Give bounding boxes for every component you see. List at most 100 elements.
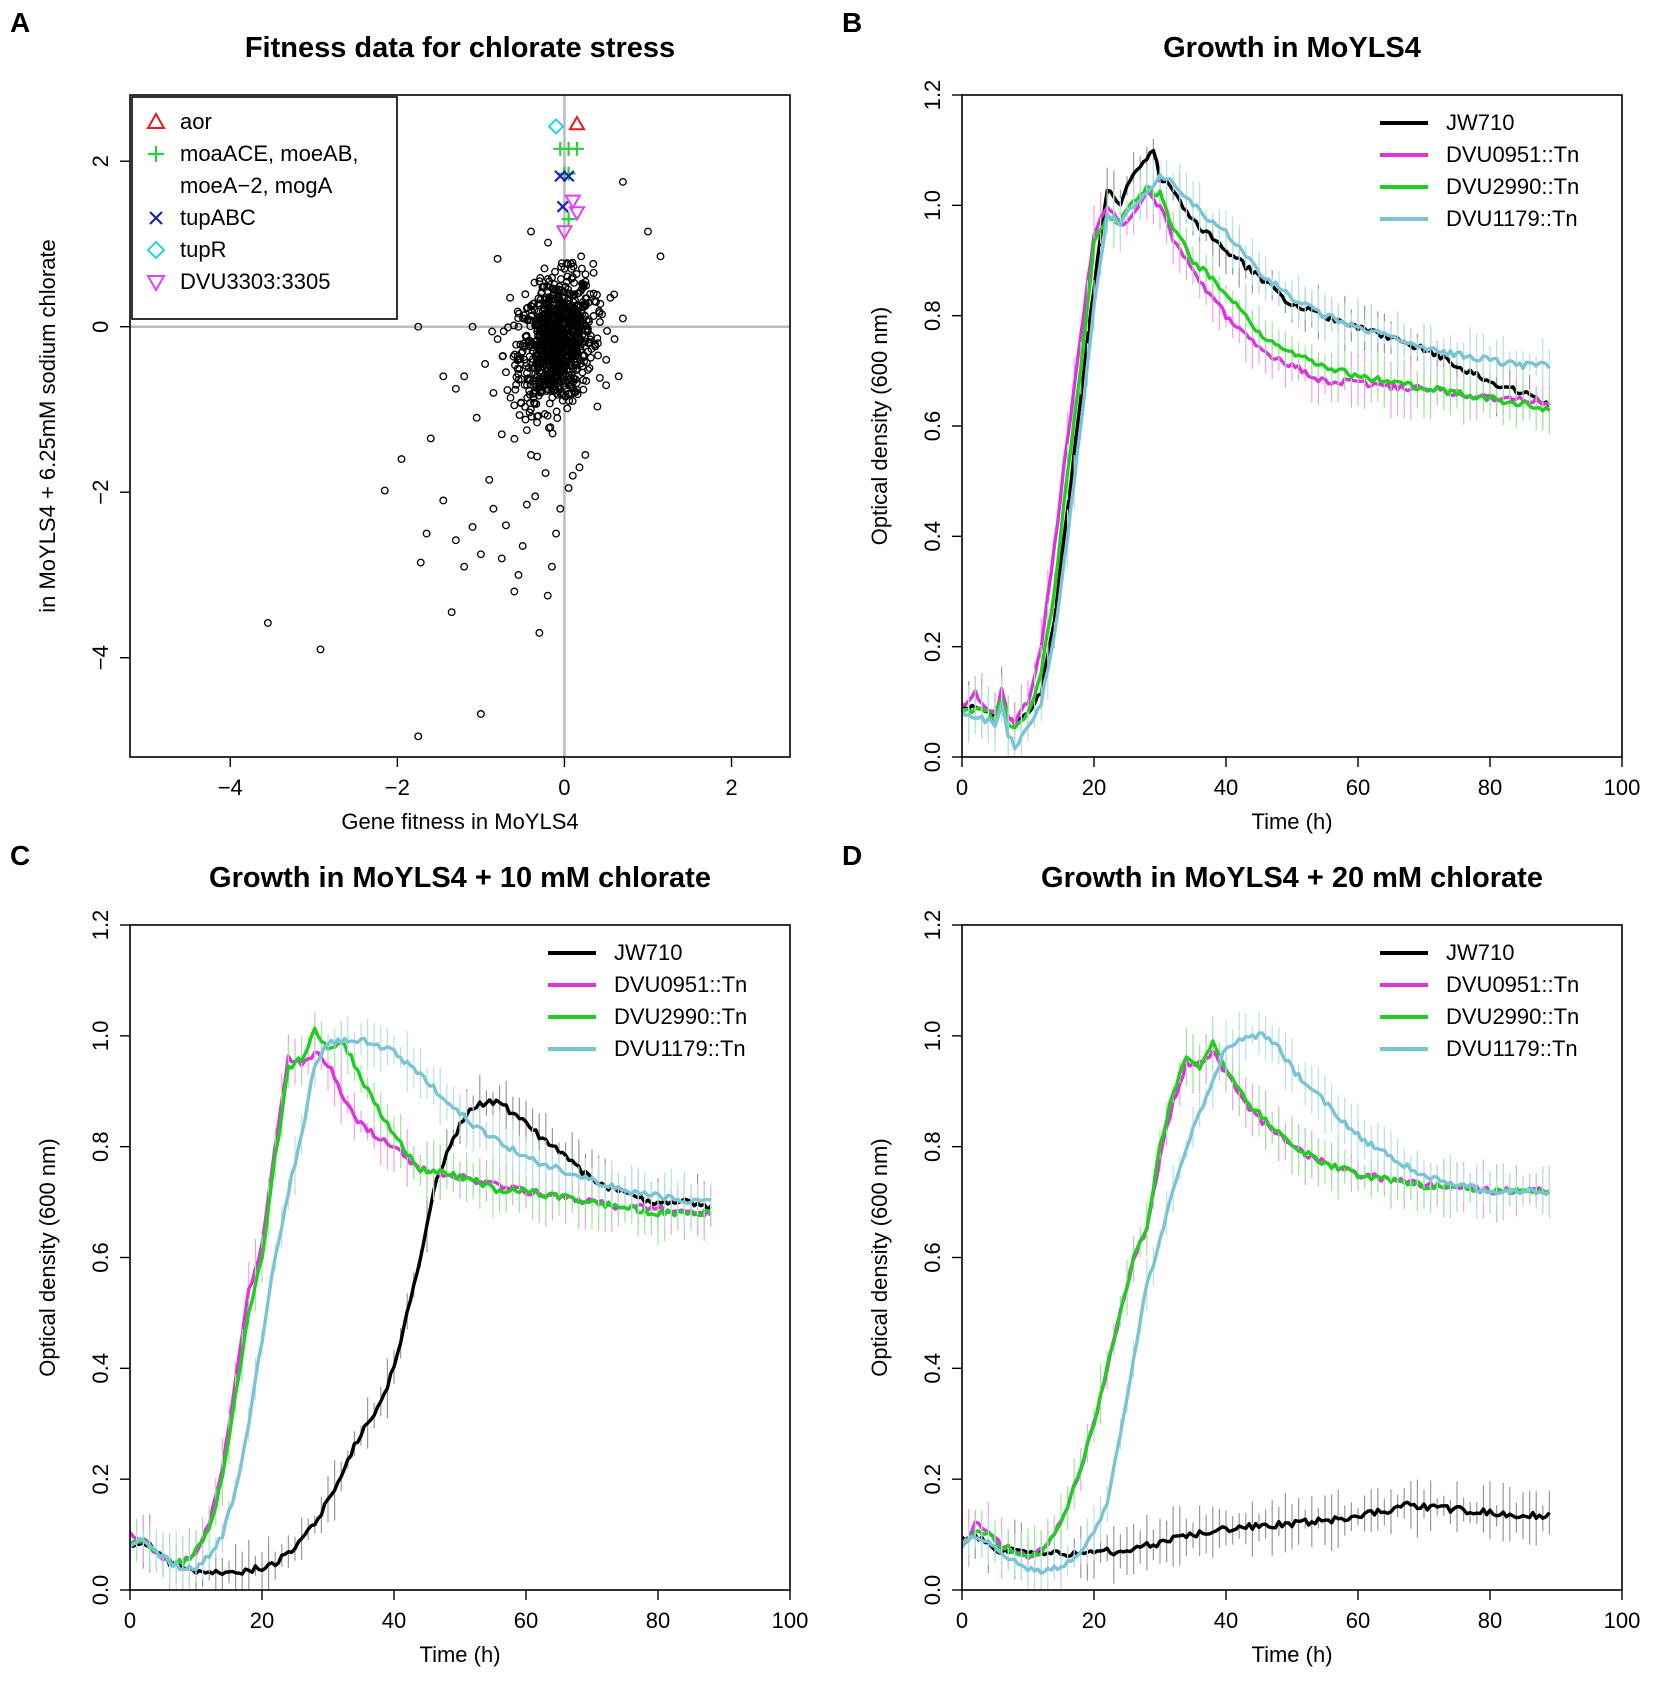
legend-label: DVU0951::Tn bbox=[1446, 972, 1579, 997]
scatter-area bbox=[130, 95, 790, 757]
scatter-point bbox=[556, 504, 565, 513]
x-tick-label: 40 bbox=[382, 1608, 406, 1633]
scatter-point bbox=[549, 285, 558, 294]
legend-label: tupR bbox=[180, 237, 226, 262]
scatter-point bbox=[579, 385, 588, 394]
scatter-point bbox=[513, 307, 522, 316]
scatter-point bbox=[536, 295, 545, 304]
x-tick-label: 2 bbox=[725, 775, 737, 800]
scatter-point bbox=[529, 398, 538, 407]
scatter-point bbox=[510, 401, 519, 410]
y-tick-label: 0.6 bbox=[88, 1242, 113, 1273]
chart-title: Growth in MoYLS4 bbox=[1163, 32, 1421, 64]
scatter-point bbox=[551, 267, 559, 276]
scatter-point bbox=[460, 372, 469, 381]
series-line-JW710 bbox=[962, 148, 1551, 725]
scatter-point bbox=[568, 273, 577, 281]
scatter-point bbox=[522, 500, 531, 509]
scatter-point bbox=[485, 475, 494, 484]
scatter-point bbox=[526, 316, 535, 325]
scatter-point bbox=[564, 351, 573, 360]
scatter-point bbox=[567, 382, 576, 391]
scatter-point bbox=[521, 290, 530, 299]
scatter-point bbox=[528, 346, 537, 355]
y-axis-label: Optical density (600 nm) bbox=[867, 307, 892, 545]
scatter-point bbox=[562, 324, 571, 332]
scatter-point bbox=[513, 364, 522, 373]
series-line-DVU2990::Tn bbox=[130, 1026, 712, 1568]
scatter-point bbox=[565, 390, 574, 399]
legend-label: DVU1179::Tn bbox=[1446, 1036, 1578, 1061]
y-tick-label: 1.2 bbox=[920, 910, 945, 941]
x-tick-label: 60 bbox=[514, 1608, 538, 1633]
series-line-DVU2990::Tn bbox=[962, 1039, 1551, 1559]
x-tick-label: 0 bbox=[558, 775, 570, 800]
scatter-point bbox=[577, 307, 586, 316]
scatter-point bbox=[583, 327, 592, 336]
scatter-point bbox=[527, 306, 535, 315]
scatter-point bbox=[544, 366, 553, 375]
scatter-point bbox=[577, 252, 586, 261]
y-tick-label: 1.2 bbox=[88, 910, 113, 941]
scatter-point bbox=[516, 354, 525, 363]
scatter-point bbox=[614, 372, 623, 381]
scatter-point bbox=[539, 359, 548, 368]
scatter-point bbox=[517, 398, 526, 407]
x-axis-label: Time (h) bbox=[419, 1642, 500, 1667]
scatter-point bbox=[476, 550, 485, 559]
legend-label: moaACE, moeAB, bbox=[180, 141, 359, 166]
scatter-point bbox=[527, 412, 536, 421]
scatter-point bbox=[543, 297, 552, 306]
legend-label: DVU1179::Tn bbox=[614, 1036, 746, 1061]
scatter-point bbox=[576, 321, 585, 330]
scatter-point bbox=[521, 415, 530, 424]
legend-label: DVU2990::Tn bbox=[1446, 174, 1579, 199]
panel-a-scatter-plot: Fitness data for chlorate stress −4 −2 0 2 −4… bbox=[35, 32, 791, 834]
panel-letter-a: A bbox=[10, 7, 30, 38]
x-tick-label: 0 bbox=[956, 1608, 968, 1633]
scatter-point bbox=[572, 366, 580, 375]
scatter-point bbox=[575, 322, 584, 331]
scatter-point bbox=[416, 558, 425, 567]
scatter-point bbox=[563, 272, 572, 281]
scatter-point bbox=[540, 264, 549, 273]
scatter-point bbox=[565, 338, 574, 347]
panel-letter-c: C bbox=[10, 840, 30, 871]
scatter-point bbox=[547, 562, 556, 571]
legend-label: DVU2990::Tn bbox=[614, 1004, 747, 1029]
y-axis-label: Optical density (600 nm) bbox=[35, 1138, 60, 1376]
scatter-point bbox=[439, 372, 448, 381]
scatter-point bbox=[526, 398, 535, 407]
scatter-point bbox=[569, 313, 578, 322]
scatter-point bbox=[523, 316, 532, 325]
scatter-point bbox=[476, 710, 485, 718]
panel-letter-b: B bbox=[842, 7, 862, 38]
scatter-point bbox=[549, 304, 558, 313]
y-tick-label: 0.6 bbox=[920, 411, 945, 442]
y-tick-label: 1.0 bbox=[920, 190, 945, 221]
scatter-point bbox=[550, 280, 559, 289]
scatter-point bbox=[595, 318, 604, 326]
scatter-point bbox=[555, 350, 564, 359]
scatter-point bbox=[510, 434, 519, 443]
scatter-point bbox=[520, 381, 529, 389]
x-tick-label: 20 bbox=[1082, 1608, 1106, 1633]
scatter-point bbox=[536, 335, 545, 343]
scatter-point bbox=[602, 355, 611, 364]
scatter-point bbox=[518, 347, 527, 356]
scatter-point bbox=[542, 387, 551, 395]
scatter-point bbox=[594, 351, 602, 360]
scatter-point bbox=[644, 227, 652, 236]
x-tick-label: 20 bbox=[250, 1608, 274, 1633]
x-tick-label: 80 bbox=[646, 1608, 670, 1633]
x-tick-label: 20 bbox=[1082, 775, 1106, 800]
series-line-DVU0951::Tn bbox=[962, 190, 1550, 727]
scatter-point bbox=[543, 308, 552, 317]
scatter-point bbox=[595, 373, 604, 382]
scatter-point bbox=[618, 314, 627, 323]
x-tick-label: 40 bbox=[1214, 775, 1238, 800]
scatter-point bbox=[602, 381, 611, 390]
scatter-point bbox=[531, 380, 540, 389]
scatter-point bbox=[528, 343, 537, 352]
x-tick-label: 0 bbox=[124, 1608, 136, 1633]
